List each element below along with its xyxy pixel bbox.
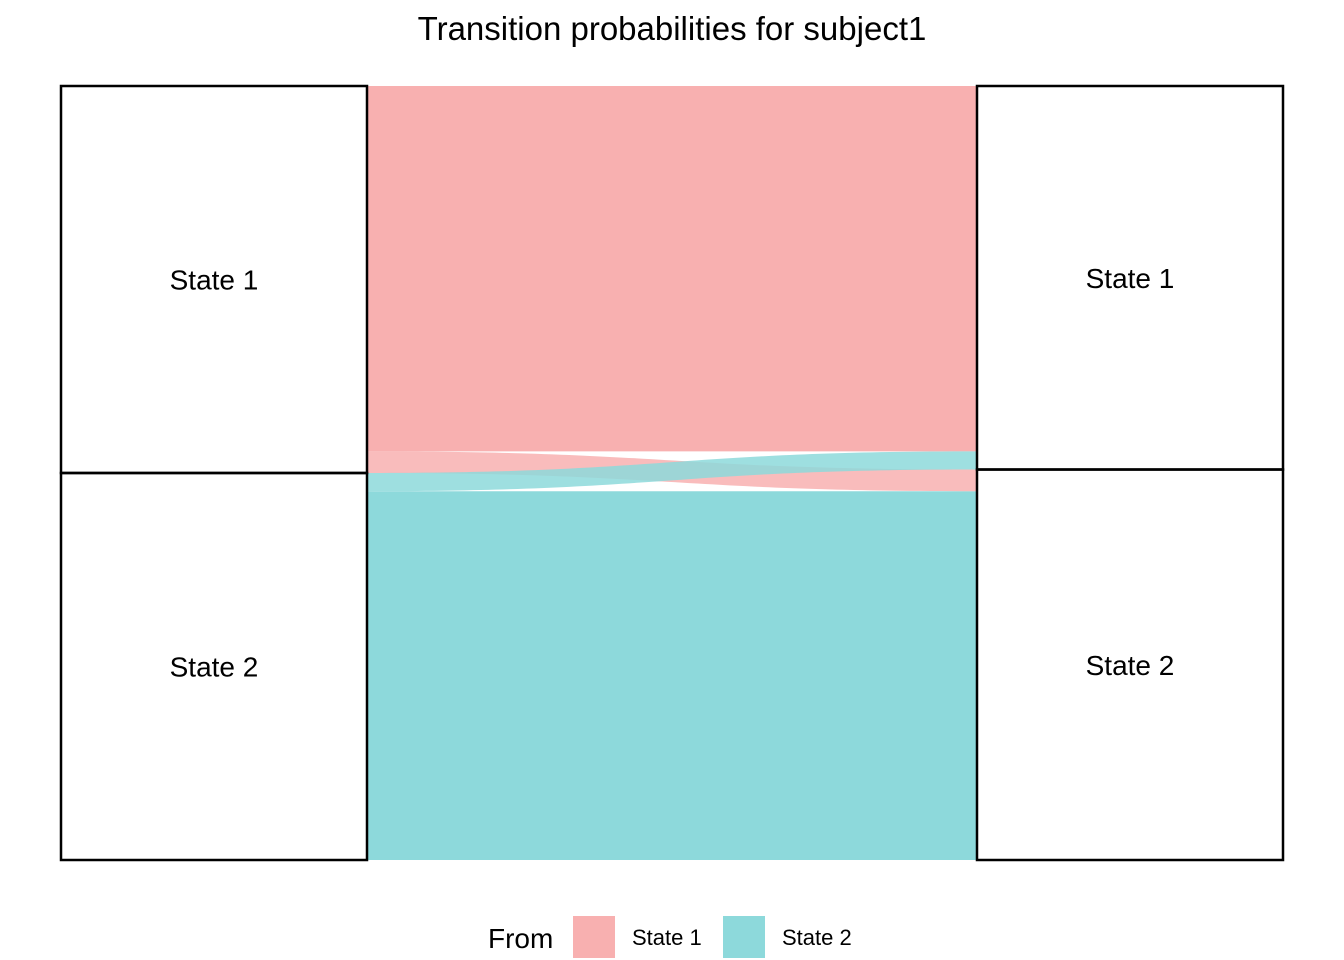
legend: From State 1 State 2 — [488, 916, 852, 958]
left-node-label-state-2: State 2 — [170, 652, 259, 683]
right-node-label-state-2: State 2 — [1086, 650, 1175, 681]
flow-state-1-to-state-1 — [367, 86, 977, 452]
right-node-label-state-1: State 1 — [1086, 263, 1175, 294]
flow-state-2-to-state-1 — [367, 451, 977, 492]
right-node-state-2 — [975, 468, 1285, 862]
left-node-label-state-1: State 1 — [170, 265, 259, 296]
flow-layer — [367, 86, 977, 860]
node-layer: State 1 State 2 State 1 State 2 — [59, 84, 1285, 862]
flow-state-2-to-state-2 — [367, 491, 977, 860]
legend-label-state-1: State 1 — [632, 925, 702, 950]
legend-label-state-2: State 2 — [782, 925, 852, 950]
chart-title: Transition probabilities for subject1 — [418, 10, 927, 47]
legend-title: From — [488, 923, 553, 954]
left-node-state-2 — [59, 471, 369, 862]
legend-swatch-state-1 — [573, 916, 615, 958]
legend-swatch-state-2 — [723, 916, 765, 958]
